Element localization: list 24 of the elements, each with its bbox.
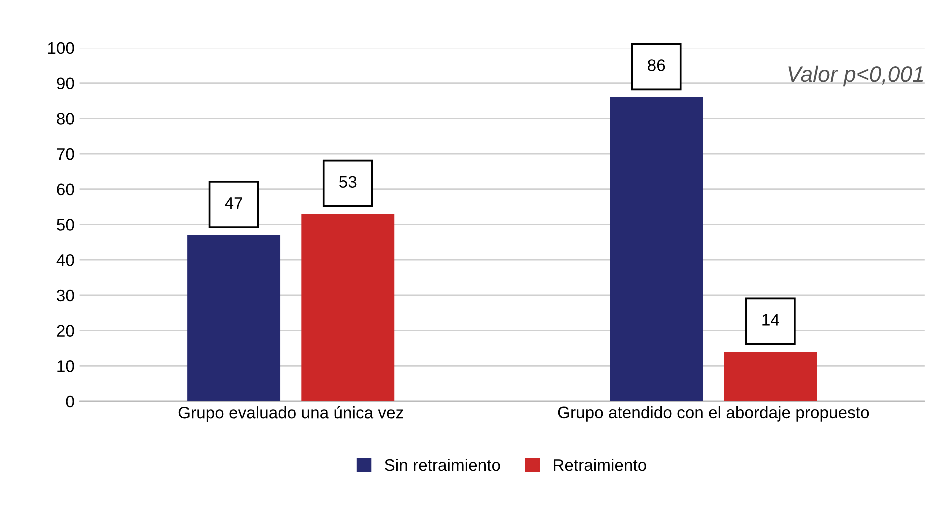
y-tick-label: 30 [57,290,74,302]
data-label: 53 [340,176,357,188]
y-tick-label: 40 [56,254,74,266]
bar [724,352,818,402]
y-tick-label: 50 [57,219,74,231]
y-tick-label: 80 [57,113,74,125]
x-tick-label: Grupo evaluado una única vez [178,406,404,422]
annotation: Valor p<0,001 [788,66,924,87]
legend-label: Retraimiento [554,458,646,472]
x-tick-label: Grupo atendido con el abordaje propuesto [558,406,870,422]
legend-label: Sin retraimiento [385,458,500,472]
y-tick-label: 20 [57,325,74,337]
y-tick-label: 60 [57,184,74,196]
data-label: 14 [762,314,780,326]
y-tick-label: 70 [57,148,74,160]
y-tick-label: 90 [57,78,74,90]
y-tick-label: 10 [58,360,74,372]
y-tick-label: 0 [66,396,74,408]
bar [610,97,704,402]
bar [188,235,281,402]
bar [302,214,395,402]
y-tick-label: 100 [48,42,74,54]
data-label: 86 [648,60,666,72]
data-label: 47 [225,198,242,210]
